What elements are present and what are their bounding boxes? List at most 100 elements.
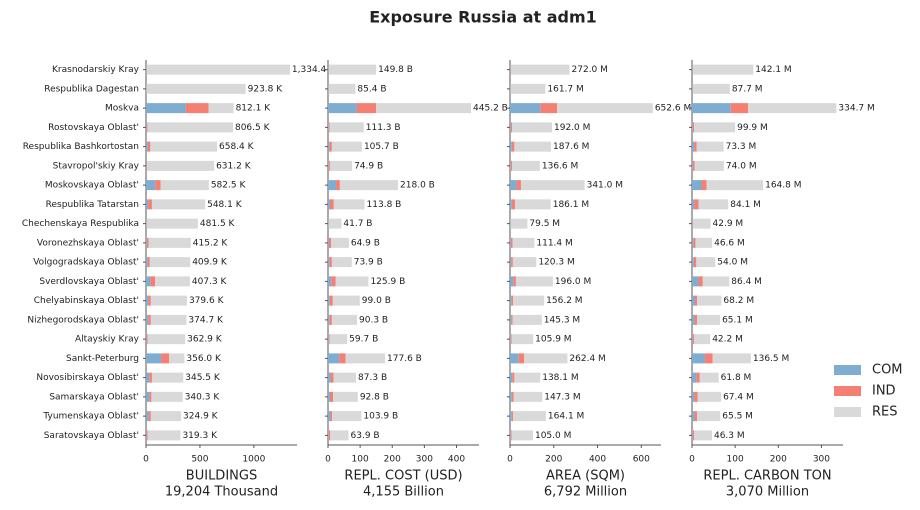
bar-segment: [511, 391, 514, 402]
bar-segment: [328, 64, 377, 75]
bar-segment: [148, 237, 191, 248]
bar-segment: [513, 391, 543, 402]
bar-segment: [329, 334, 348, 345]
y-tick-label: Chechenskaya Respublika: [22, 219, 139, 229]
total-label: 87.3 B: [358, 373, 387, 383]
y-tick-label: Samarskaya Oblast': [49, 392, 139, 402]
bar-segment: [696, 141, 724, 152]
bar-segment: [328, 160, 330, 171]
total-label: 481.5 K: [200, 219, 236, 229]
bar-segment: [328, 430, 329, 441]
bar-segment: [693, 257, 697, 268]
bar-segment: [146, 372, 150, 383]
bar-segment: [699, 372, 719, 383]
total-label: 548.1 K: [207, 200, 243, 210]
total-label: 319.3 K: [182, 431, 218, 441]
bar-segment: [328, 199, 330, 210]
total-label: 54.0 M: [717, 258, 748, 268]
bar-segment: [510, 122, 511, 133]
bar-segment: [510, 276, 514, 287]
total-label: 147.3 M: [544, 392, 580, 402]
bar-segment: [512, 122, 553, 133]
bar-segment: [161, 353, 170, 364]
total-label: 356.0 K: [186, 354, 222, 364]
total-label: 379.6 K: [189, 296, 225, 306]
bar-segment: [692, 160, 693, 171]
bar-segment: [146, 237, 147, 248]
bar-segment: [706, 180, 764, 191]
bar-segment: [336, 180, 340, 191]
y-tick-label: Sverdlovskaya Oblast': [39, 277, 139, 287]
total-label: 407.3 K: [192, 277, 228, 287]
x-tick-label: 100: [727, 455, 744, 465]
total-label: 806.5 K: [235, 123, 271, 133]
total-label: 87.7 M: [732, 84, 763, 94]
total-label: 582.5 K: [211, 181, 247, 191]
bar-segment: [512, 372, 515, 383]
bar-segment: [328, 430, 331, 441]
bar-segment: [511, 334, 534, 345]
bar-segment: [155, 276, 190, 287]
bar-segment: [712, 353, 751, 364]
x-axis-label: REPL. COST (USD): [344, 469, 462, 484]
bar-segment: [692, 83, 730, 94]
bar-segment: [333, 372, 357, 383]
total-label: 65.1 M: [722, 315, 753, 325]
bar-segment: [146, 334, 148, 345]
total-label: 340.3 K: [185, 392, 221, 402]
total-label: 136.6 M: [542, 161, 578, 171]
total-label: 73.3 M: [726, 142, 757, 152]
bar-segment: [511, 314, 513, 325]
bar-segment: [329, 257, 332, 268]
total-label: 99.0 B: [362, 296, 391, 306]
total-label: 105.0 M: [535, 431, 571, 441]
bar-segment: [511, 430, 533, 441]
bar-segment: [328, 391, 330, 402]
total-label: 177.6 B: [387, 354, 422, 364]
bar-segment: [328, 295, 330, 306]
bar-segment: [692, 372, 697, 383]
bar-segment: [328, 276, 332, 287]
bar-segment: [692, 103, 731, 114]
total-label: 1,334.4 K: [292, 65, 336, 75]
bar-segment: [331, 276, 336, 287]
bar-segment: [510, 430, 512, 441]
bar-segment: [692, 353, 705, 364]
total-label: 42.9 M: [713, 219, 744, 229]
bar-segment: [146, 160, 147, 171]
bar-segment: [151, 391, 183, 402]
total-label: 111.4 M: [536, 238, 572, 248]
bar-segment: [328, 237, 332, 248]
bar-segment: [692, 122, 695, 133]
total-label: 68.2 M: [723, 296, 754, 306]
legend-swatch: [834, 407, 861, 417]
bar-segment: [330, 411, 333, 422]
bar-segment: [329, 122, 364, 133]
bar-segment: [328, 411, 331, 422]
y-tick-label: Chelyabinskaya Oblast': [34, 296, 139, 306]
bar-segment: [694, 430, 712, 441]
total-label: 103.9 B: [363, 412, 398, 422]
x-tick-label: 100: [352, 455, 369, 465]
bar-segment: [704, 353, 713, 364]
bar-segment: [148, 411, 151, 422]
total-label: 74.0 M: [726, 161, 757, 171]
bar-segment: [146, 122, 147, 133]
bar-segment: [333, 199, 365, 210]
bar-segment: [146, 160, 148, 171]
x-axis-label: AREA (SQM): [546, 469, 625, 484]
bar-segment: [702, 276, 730, 287]
total-label: 164.1 M: [548, 412, 584, 422]
total-label: 120.3 M: [538, 258, 574, 268]
bar-segment: [696, 372, 700, 383]
bar-segment: [155, 180, 161, 191]
bar-segment: [510, 180, 517, 191]
y-tick-label: Krasnodarskiy Kray: [52, 65, 140, 75]
bar-segment: [148, 295, 151, 306]
bar-segment: [146, 334, 147, 345]
y-tick-label: Moskva: [105, 104, 139, 114]
total-label: 111.3 B: [366, 123, 401, 133]
bar-segment: [339, 353, 346, 364]
bar-segment: [146, 314, 149, 325]
bar-segment: [147, 257, 150, 268]
